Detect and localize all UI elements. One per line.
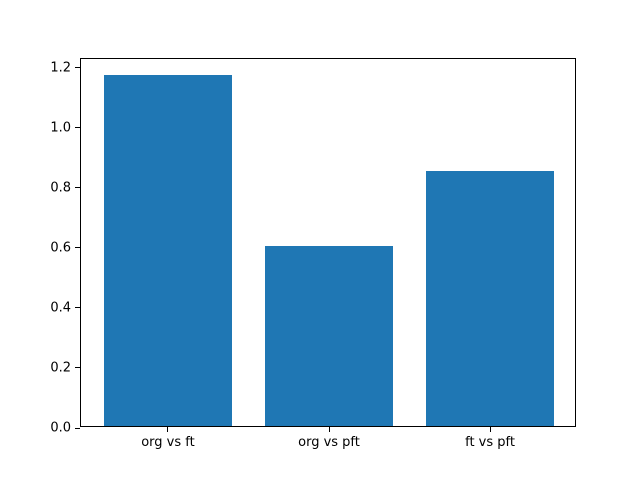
x-tick-label: org vs pft (298, 435, 360, 450)
x-tick-label: ft vs pft (465, 435, 515, 450)
plot-area: 0.0 0.2 0.4 0.6 0.8 1.0 1.2 org vs ft org vs pft… (50, 58, 576, 449)
y-tick-mark (75, 367, 80, 369)
y-tick-mark (75, 247, 80, 249)
y-tick-label: 0.6 (50, 240, 71, 256)
y-tick-label: 1.2 (50, 60, 71, 76)
y-tick-mark (75, 187, 80, 189)
bar-org-vs-pft (264, 245, 394, 426)
bar-ft-vs-pft (425, 170, 555, 426)
x-tick-mark (489, 427, 491, 432)
y-tick-label: 0.2 (50, 360, 71, 376)
x-tick-mark (328, 427, 330, 432)
y-tick-label: 0.8 (50, 180, 71, 196)
y-tick-mark (75, 427, 80, 429)
y-tick-label: 0.4 (50, 300, 71, 316)
x-tick-mark (167, 427, 169, 432)
bar-org-vs-ft (103, 74, 233, 426)
y-tick-mark (75, 307, 80, 309)
y-tick-label: 1.0 (50, 120, 71, 136)
y-tick-label: 0.0 (50, 420, 71, 436)
y-tick-mark (75, 67, 80, 69)
x-tick-label: org vs ft (141, 435, 195, 450)
y-tick-mark (75, 127, 80, 129)
